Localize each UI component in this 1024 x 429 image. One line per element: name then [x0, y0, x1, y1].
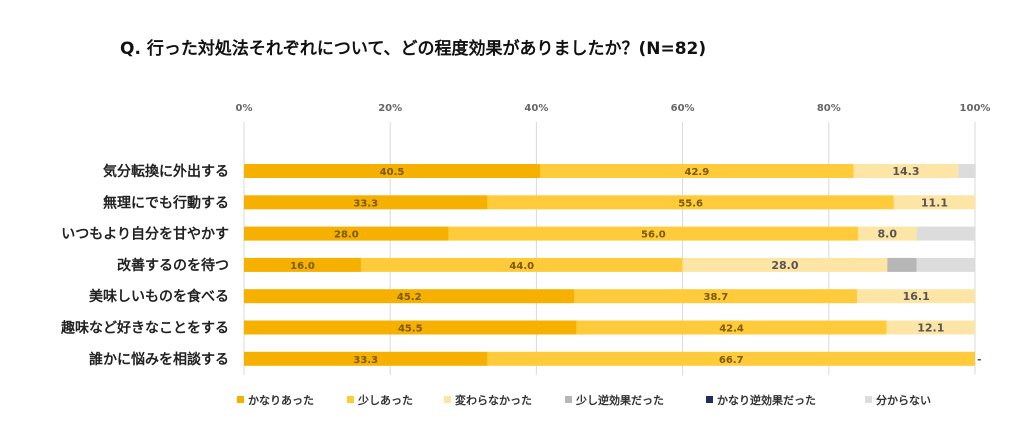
legend-swatch	[865, 396, 872, 403]
bar-segment	[244, 289, 575, 304]
data-label: 42.9	[685, 167, 710, 178]
bar-segment	[574, 289, 858, 304]
category-label: 無理にでも行動する	[103, 194, 229, 211]
bar-segment	[360, 257, 683, 272]
data-label: 16.1	[903, 290, 930, 303]
data-label: 42.4	[719, 324, 744, 335]
data-label: 38.7	[704, 292, 729, 303]
legend-label: 少し逆効果だった	[575, 393, 664, 407]
x-axis-ticks: 0% 20% 40% 60% 80% 100%	[236, 103, 991, 114]
x-tick-label: 100%	[960, 103, 991, 114]
bar-segment	[244, 195, 488, 210]
x-tick-label: 0%	[236, 103, 253, 114]
chart-title: Q. 行った対処法それぞれについて、どの程度効果がありましたか？(N=82)	[120, 38, 706, 59]
bar-segments	[244, 164, 976, 366]
legend-label: 少しあった	[357, 393, 413, 407]
legend-label: 分からない	[876, 393, 931, 407]
bar-segment	[857, 289, 975, 304]
category-label: いつもより自分を甘やかす	[61, 226, 229, 243]
x-tick-label: 60%	[671, 103, 695, 114]
data-labels: 40.5 42.9 14.3 33.3 55.6 11.1 28.0 56.0 8.0 16.0 4…	[290, 165, 981, 366]
category-label: 誰かに悩みを相談する	[89, 351, 229, 368]
data-label: 11.1	[921, 196, 948, 209]
bar-segment	[244, 257, 361, 272]
bar-segment	[958, 164, 976, 178]
x-tick-label: 20%	[378, 103, 402, 114]
data-label: 12.1	[917, 322, 944, 335]
bar-segment	[916, 226, 975, 241]
data-label: 28.0	[771, 259, 798, 272]
end-marker: -	[977, 353, 982, 366]
legend-swatch	[237, 396, 244, 403]
data-label: 45.2	[397, 292, 422, 303]
category-label: 趣味など好きなことをする	[60, 320, 229, 337]
legend: かなりあった 少しあった 変わらなかった 少し逆効果だった かなり逆効果だった 分からない	[237, 393, 931, 407]
category-label: 気分転換に外出する	[103, 163, 229, 180]
bar-segment	[487, 195, 894, 210]
legend-swatch	[444, 396, 451, 403]
bar-segment	[886, 320, 975, 335]
chart-gridlines	[243, 122, 976, 375]
x-tick-label: 80%	[817, 103, 841, 114]
bar-segment	[893, 195, 975, 210]
data-label: 55.6	[678, 198, 703, 209]
data-label: 14.3	[892, 165, 919, 178]
bar-segment	[576, 320, 887, 335]
bar-segment	[682, 257, 888, 272]
legend-label: 変わらなかった	[455, 393, 532, 407]
bar-segment	[244, 226, 449, 241]
data-label: 33.3	[353, 355, 378, 366]
data-label: 16.0	[290, 261, 315, 272]
legend-label: かなりあった	[248, 394, 314, 407]
legend-swatch	[706, 396, 713, 403]
data-label: 33.3	[353, 198, 378, 209]
legend-swatch	[347, 396, 354, 403]
bar-segment	[244, 164, 541, 178]
bar-segment	[853, 164, 959, 178]
data-label: 44.0	[509, 261, 534, 272]
legend-label: かなり逆効果だった	[717, 393, 816, 407]
data-label: 66.7	[719, 355, 744, 366]
bar-segment	[887, 257, 917, 272]
bar-segment	[916, 257, 975, 272]
bar-segment	[244, 320, 577, 335]
data-label: 8.0	[878, 228, 898, 241]
x-tick-label: 40%	[524, 103, 548, 114]
data-label: 45.5	[398, 324, 423, 335]
bar-segment	[858, 226, 917, 241]
bar-segment	[244, 351, 488, 366]
data-label: 40.5	[380, 167, 405, 178]
data-label: 28.0	[334, 230, 359, 241]
bar-segment	[487, 351, 975, 366]
category-label: 美味しいものを食べる	[89, 288, 229, 305]
category-labels: 気分転換に外出する無理にでも行動するいつもより自分を甘やかす改善するのを待つ美味…	[60, 163, 229, 368]
data-label: 56.0	[641, 230, 666, 241]
legend-swatch	[565, 396, 572, 403]
bar-segment	[540, 164, 854, 178]
bar-segment	[448, 226, 859, 241]
category-label: 改善するのを待つ	[117, 257, 229, 274]
